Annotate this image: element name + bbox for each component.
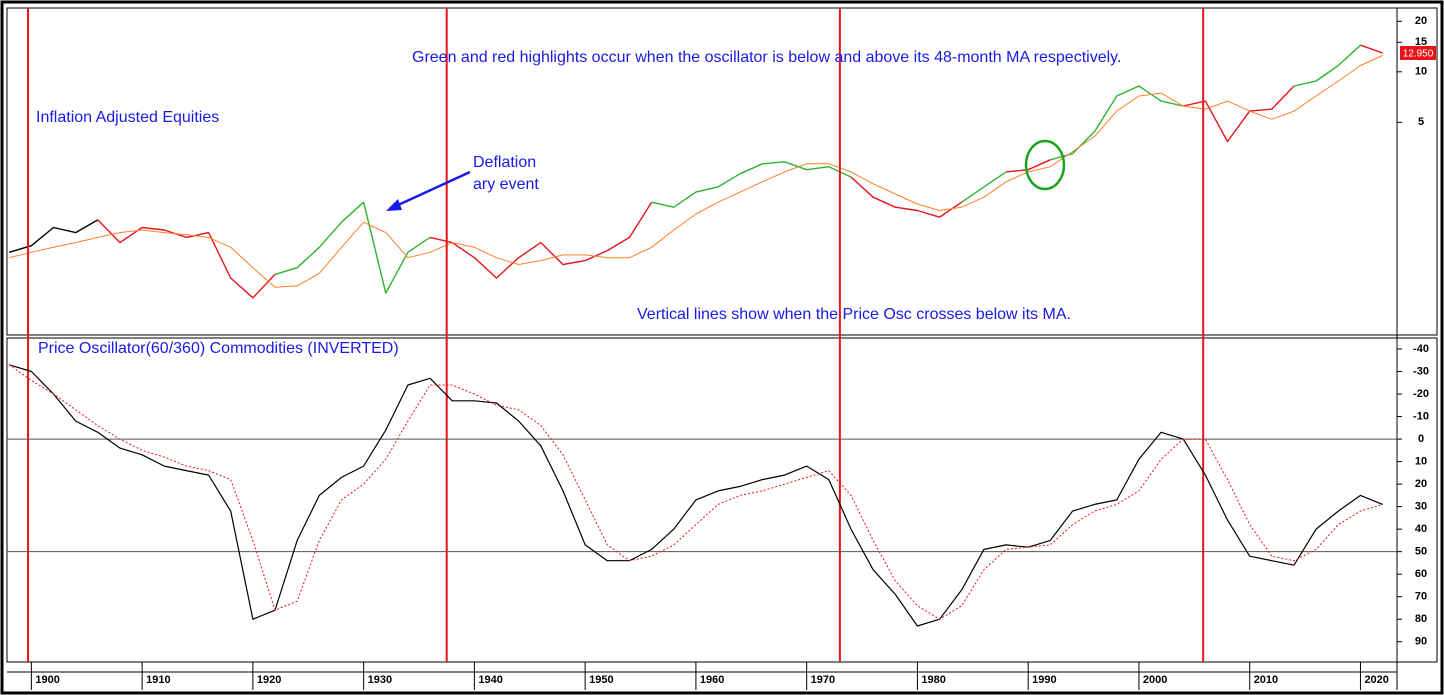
y-tick-label: 10 bbox=[1415, 66, 1427, 78]
x-tick-label: 1990 bbox=[1032, 674, 1056, 686]
x-tick-label: 1920 bbox=[257, 674, 281, 686]
y-tick-label: 5 bbox=[1418, 116, 1424, 128]
x-tick-label: 1970 bbox=[811, 674, 835, 686]
series-line bbox=[274, 44, 1361, 294]
last-value-box bbox=[1400, 45, 1436, 60]
y-tick-label: 80 bbox=[1415, 613, 1427, 625]
y-tick-label: 10 bbox=[1415, 456, 1427, 468]
annotation: Green and red highlights occur when the … bbox=[412, 49, 1121, 66]
series-line bbox=[8, 364, 1383, 620]
chart-title: Inflation Adjusted Equities bbox=[36, 109, 219, 126]
y-tick-label: 20 bbox=[1415, 15, 1427, 27]
x-tick-label: 1950 bbox=[589, 674, 613, 686]
series-line bbox=[9, 55, 1383, 288]
x-tick-label: 1940 bbox=[478, 674, 502, 686]
y-tick-label: 20 bbox=[1415, 478, 1427, 490]
annotation: ary event bbox=[473, 176, 539, 193]
x-tick-label: 1910 bbox=[146, 674, 170, 686]
top-panel-frame bbox=[6, 7, 1438, 336]
y-tick-label: 50 bbox=[1415, 546, 1427, 558]
x-tick-label: 2010 bbox=[1254, 674, 1278, 686]
annotation: Deflation bbox=[473, 154, 536, 171]
y-tick-label: 40 bbox=[1415, 523, 1427, 535]
y-tick-label: -10 bbox=[1413, 410, 1429, 422]
annotation: Vertical lines show when the Price Osc c… bbox=[637, 306, 1071, 323]
x-tick-label: 1960 bbox=[700, 674, 724, 686]
series-line bbox=[9, 364, 1383, 627]
x-tick-label: 1930 bbox=[368, 674, 392, 686]
marks: 5 10 15 20 12.950 -40 -30 -20 -10 0 10 20 30 40 50 60 70… bbox=[7, 8, 1436, 690]
bottom-panel-frame bbox=[6, 337, 1438, 663]
last-value-label: 12.950 bbox=[1403, 49, 1434, 60]
y-tick-label: -20 bbox=[1413, 388, 1429, 400]
y-tick-label: 30 bbox=[1415, 501, 1427, 513]
x-tick-label: 2000 bbox=[1143, 674, 1167, 686]
highlight-circle bbox=[1024, 139, 1066, 191]
chart-title: Price Oscillator(60/360) Commodities (IN… bbox=[38, 340, 399, 357]
y-tick-label: 90 bbox=[1415, 636, 1427, 648]
x-tick-label: 2020 bbox=[1364, 674, 1388, 686]
x-tick-label: 1900 bbox=[35, 674, 59, 686]
series-line bbox=[9, 219, 99, 253]
y-tick-label: 0 bbox=[1418, 433, 1424, 445]
y-tick-label: -40 bbox=[1413, 343, 1429, 355]
x-tick-label: 1980 bbox=[921, 674, 945, 686]
y-tick-label: -30 bbox=[1413, 365, 1429, 377]
y-tick-label: 15 bbox=[1415, 36, 1427, 48]
series-line bbox=[97, 44, 1383, 299]
y-tick-label: 70 bbox=[1415, 591, 1427, 603]
annotation-arrow bbox=[386, 170, 471, 211]
y-tick-label: 60 bbox=[1415, 568, 1427, 580]
